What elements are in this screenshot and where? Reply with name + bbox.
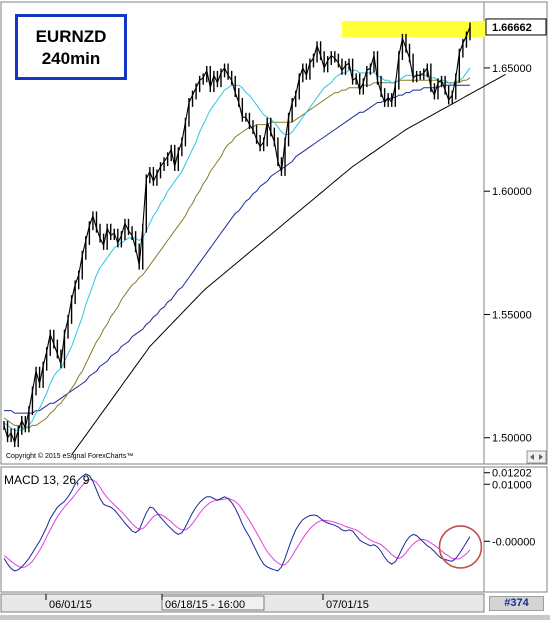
price-axis-labels: 1.50000 1.55000 1.60000 1.65000 1.66662	[484, 18, 547, 445]
macd-indicator-label: MACD 13, 26, 9	[4, 473, 90, 487]
time-axis-labels: 06/01/15 06/18/15 - 16:00 07/01/15	[45, 594, 369, 611]
timeframe-label: 240min	[41, 49, 101, 68]
macd-series-signal-line	[3, 479, 471, 569]
price-tick-label: 1.55000	[492, 309, 532, 321]
time-tick-label: 06/18/15 - 16:00	[165, 599, 245, 611]
macd-tick-label: 0.01202	[492, 468, 532, 480]
chart-id-badge: #374	[489, 596, 544, 611]
price-tick-label: 1.65000	[492, 63, 532, 75]
symbol-label: EURNZD	[35, 27, 107, 46]
macd-tick-label: 0.01000	[492, 479, 532, 491]
price-axis	[483, 1, 548, 465]
macd-tick-label: -0.00000	[492, 536, 535, 548]
scroll-arrows-icon[interactable]	[526, 450, 547, 464]
last-price-box	[485, 18, 547, 36]
series-ma-black	[71, 73, 506, 456]
price-tick-label: 1.60000	[492, 186, 532, 198]
time-cursor-box	[161, 595, 265, 611]
crossover-annotation-circle	[438, 525, 483, 569]
price-plot	[3, 21, 506, 456]
macd-panel	[0, 466, 485, 593]
macd-series-macd-line	[3, 473, 471, 572]
time-tick-label: 06/01/15	[49, 599, 92, 611]
last-price-label: 1.66662	[492, 22, 532, 34]
macd-plot	[3, 473, 483, 572]
series-ma-cyan	[3, 67, 471, 431]
time-tick-label: 07/01/15	[326, 599, 369, 611]
price-tick-label: 1.50000	[492, 433, 532, 445]
resistance-highlight-band	[342, 21, 486, 38]
macd-axis	[483, 466, 548, 593]
symbol-title-box: EURNZD 240min	[15, 14, 127, 80]
copyright-text: Copyright © 2015 eSignal ForexCharts™	[6, 453, 134, 460]
